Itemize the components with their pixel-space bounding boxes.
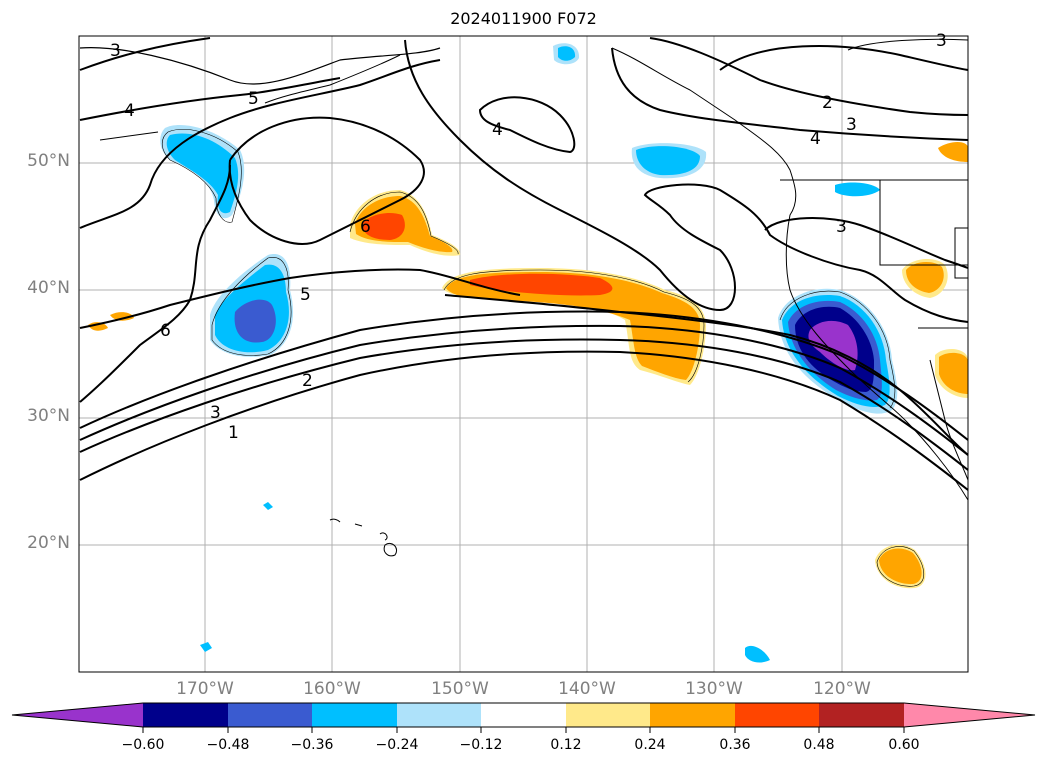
colorbar-over-arrow bbox=[904, 703, 1035, 727]
contour-label: 6 bbox=[360, 217, 371, 237]
colorbar-tick-label: 0.36 bbox=[719, 737, 751, 753]
height-contours bbox=[79, 37, 969, 491]
colorbar-swatch bbox=[228, 703, 312, 727]
lon-label: 120°W bbox=[813, 679, 871, 699]
contour-label: 6 bbox=[160, 321, 171, 341]
contour-6-gulf bbox=[228, 116, 425, 245]
colorbar-tick-label: 0.24 bbox=[634, 737, 666, 753]
contour-label: 2 bbox=[302, 371, 313, 391]
contour-labels: 3 4 5 4 6 5 6 2 3 1 3 2 3 4 3 bbox=[110, 31, 947, 443]
contour-2-ne bbox=[719, 45, 969, 71]
colorbar-tick-label: 0.48 bbox=[803, 737, 835, 753]
contour-label: 4 bbox=[492, 120, 503, 140]
lon-label: 150°W bbox=[431, 679, 489, 699]
lat-label: 40°N bbox=[27, 278, 70, 298]
colorbar-tick-label: −0.12 bbox=[459, 737, 503, 753]
shading-outlines bbox=[161, 129, 925, 587]
lon-label: 140°W bbox=[558, 679, 616, 699]
contour-3 bbox=[79, 338, 969, 471]
lon-label: 160°W bbox=[303, 679, 361, 699]
colorbar-swatch bbox=[819, 703, 904, 727]
contour-3-nw bbox=[79, 37, 211, 71]
map-frame bbox=[78, 35, 969, 673]
colorbar-swatch bbox=[312, 703, 397, 727]
colorbar-swatch bbox=[650, 703, 735, 727]
lon-label: 130°W bbox=[685, 679, 743, 699]
contour-4-closed bbox=[478, 96, 576, 154]
contour-label: 4 bbox=[124, 101, 135, 121]
colorbar-tick-label: 0.60 bbox=[888, 737, 920, 753]
colorbar-under-arrow bbox=[12, 703, 143, 727]
coastlines bbox=[79, 38, 969, 557]
contour-3-coast bbox=[764, 217, 969, 269]
contour-5-east bbox=[404, 39, 969, 323]
page-title: 2024011900 F072 bbox=[450, 9, 597, 28]
contour-3-ne bbox=[611, 47, 969, 141]
contour-2 bbox=[79, 310, 969, 441]
contour-label: 4 bbox=[810, 129, 821, 149]
contour-label: 5 bbox=[300, 285, 311, 305]
contour-label: 2 bbox=[822, 93, 833, 113]
colorbar bbox=[11, 702, 1036, 733]
contour-label: 3 bbox=[836, 217, 847, 237]
contour-6-west bbox=[79, 164, 231, 403]
contour-4-ne bbox=[649, 37, 969, 116]
lat-label: 30°N bbox=[27, 406, 70, 426]
contour-label: 3 bbox=[210, 403, 221, 423]
colorbar-swatch bbox=[143, 703, 228, 727]
colorbar-tick-label: 0.12 bbox=[550, 737, 582, 753]
contour-5-mid bbox=[79, 268, 521, 329]
contour-label: 5 bbox=[248, 89, 259, 109]
lat-label: 20°N bbox=[27, 533, 70, 553]
colorbar-tick-label: −0.24 bbox=[375, 737, 419, 753]
colorbar-tick-label: −0.36 bbox=[290, 737, 334, 753]
colorbar-swatch bbox=[397, 703, 481, 727]
colorbar-swatch bbox=[566, 703, 650, 727]
colorbar-swatch bbox=[735, 703, 819, 727]
lat-label: 50°N bbox=[27, 151, 70, 171]
colorbar-tick-label: −0.48 bbox=[206, 737, 250, 753]
gridlines bbox=[79, 36, 968, 672]
lon-label: 170°W bbox=[176, 679, 234, 699]
colorbar-swatch bbox=[481, 703, 566, 727]
contour-5-nw bbox=[79, 59, 441, 229]
contour-4-nw bbox=[79, 77, 341, 121]
contour-label: 3 bbox=[110, 41, 121, 61]
contour-label: 3 bbox=[846, 115, 857, 135]
contour-label: 1 bbox=[228, 423, 239, 443]
contour-label: 3 bbox=[936, 31, 947, 51]
colorbar-tick-label: −0.60 bbox=[121, 737, 165, 753]
contour-1 bbox=[79, 350, 969, 491]
